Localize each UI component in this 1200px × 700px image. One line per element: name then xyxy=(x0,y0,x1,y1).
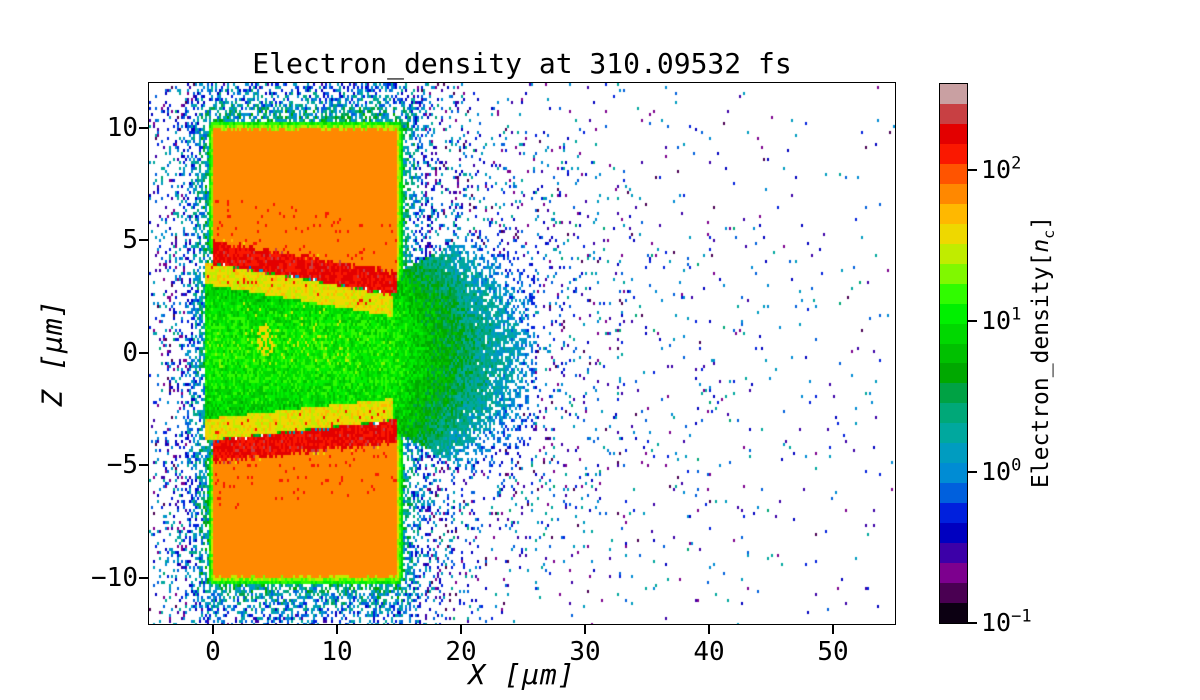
colorbar-tick-label: 10−1 xyxy=(981,606,1032,637)
colorbar-band xyxy=(940,563,967,583)
colorbar-label-var: n xyxy=(1028,238,1055,253)
x-tick-label: 50 xyxy=(817,637,849,667)
colorbar-band xyxy=(940,603,967,623)
colorbar-tick-mark xyxy=(968,471,977,474)
colorbar-tick-label: 100 xyxy=(981,455,1022,487)
z-tick-mark xyxy=(139,351,148,354)
colorbar-band xyxy=(940,144,967,164)
z-tick-label: 0 xyxy=(122,337,138,368)
colorbar-band xyxy=(940,423,967,443)
colorbar-band xyxy=(940,284,967,304)
colorbar-band xyxy=(940,324,967,344)
z-tick-label: −10 xyxy=(91,562,138,593)
x-tick-label: 10 xyxy=(321,637,353,667)
x-tick-mark xyxy=(831,625,834,634)
x-tick-label: 20 xyxy=(445,637,477,667)
colorbar-band xyxy=(940,543,967,563)
colorbar-band xyxy=(940,124,967,144)
colorbar-band xyxy=(940,383,967,403)
colorbar-band xyxy=(940,264,967,284)
colorbar-label-prefix: Electron_density[ xyxy=(1028,252,1055,489)
colorbar-band xyxy=(940,523,967,543)
plot-area xyxy=(148,82,896,625)
x-tick-label: 40 xyxy=(693,637,725,667)
colorbar-band xyxy=(940,104,967,124)
x-tick-label: 30 xyxy=(569,637,601,667)
colorbar-band xyxy=(940,463,967,483)
colorbar-band xyxy=(940,503,967,523)
colorbar-label-suffix: ] xyxy=(1028,215,1055,230)
heatmap-canvas xyxy=(149,83,895,624)
x-tick-mark xyxy=(459,625,462,634)
colorbar-label-sub: c xyxy=(1039,229,1058,239)
z-tick-mark xyxy=(139,126,148,129)
x-tick-mark xyxy=(707,625,710,634)
colorbar-band xyxy=(940,344,967,363)
z-tick-label: −5 xyxy=(106,450,138,481)
x-tick-mark xyxy=(583,625,586,634)
colorbar-band xyxy=(940,84,967,104)
colorbar xyxy=(939,83,968,624)
colorbar-band xyxy=(940,363,967,383)
colorbar-tick-label: 102 xyxy=(981,153,1022,185)
x-axis-label: X [μm] xyxy=(468,658,576,691)
colorbar-band xyxy=(940,304,967,324)
colorbar-tick-mark xyxy=(968,320,977,323)
x-tick-mark xyxy=(211,625,214,634)
colorbar-band xyxy=(940,164,967,184)
colorbar-band xyxy=(940,403,967,423)
z-tick-label: 10 xyxy=(106,112,138,143)
colorbar-band xyxy=(940,443,967,463)
colorbar-tick-label: 101 xyxy=(981,304,1022,336)
colorbar-band xyxy=(940,583,967,603)
colorbar-tick-mark xyxy=(968,169,977,172)
colorbar-band xyxy=(940,184,967,204)
z-tick-mark xyxy=(139,576,148,579)
colorbar-band xyxy=(940,204,967,224)
z-tick-label: 5 xyxy=(122,225,138,256)
z-tick-mark xyxy=(139,464,148,467)
colorbar-band xyxy=(940,244,967,264)
x-tick-mark xyxy=(335,625,338,634)
z-tick-mark xyxy=(139,239,148,242)
colorbar-band xyxy=(940,483,967,503)
colorbar-band xyxy=(940,224,967,244)
colorbar-label: Electron_density[nc] xyxy=(1028,216,1058,488)
plot-title: Electron_density at 310.09532 fs xyxy=(252,47,792,80)
colorbar-tick-mark xyxy=(968,622,977,624)
x-tick-label: 0 xyxy=(205,637,221,667)
